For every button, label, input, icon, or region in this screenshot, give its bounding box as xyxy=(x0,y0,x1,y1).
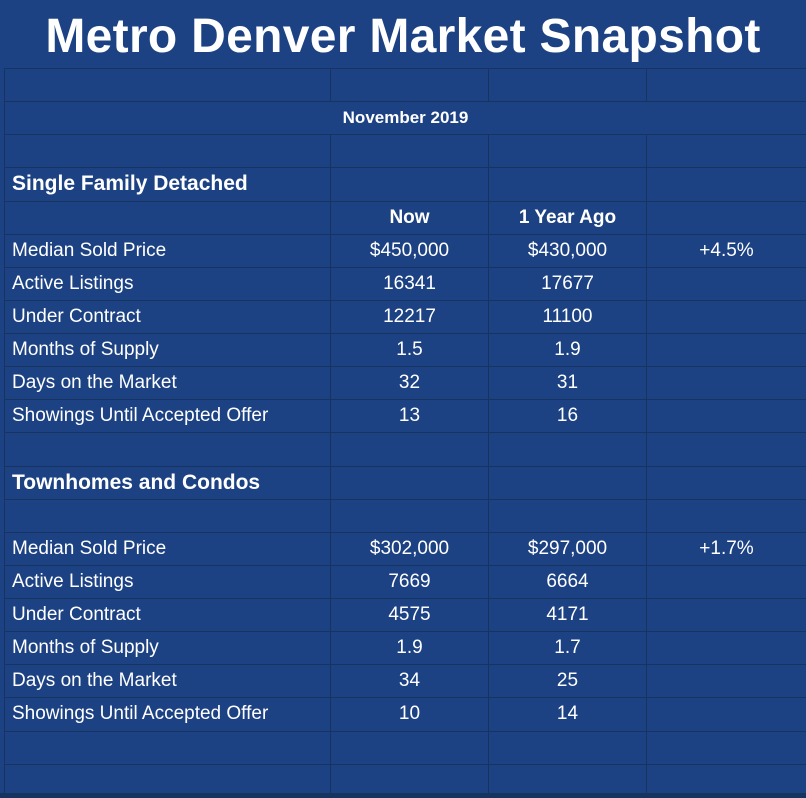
table-row: Days on the Market 34 25 xyxy=(4,664,806,699)
spacer-row xyxy=(4,730,806,765)
table-row: Active Listings 7669 6664 xyxy=(4,564,806,600)
spacer-row xyxy=(4,498,806,533)
section-header-row: Single Family Detached xyxy=(4,167,806,202)
value-now: $302,000 xyxy=(330,531,489,566)
section-title: Single Family Detached xyxy=(4,167,331,202)
bottom-divider xyxy=(0,793,806,798)
value-year-ago: 17677 xyxy=(488,266,647,301)
table-row: Median Sold Price $302,000 $297,000 +1.7… xyxy=(4,531,806,566)
value-now: $450,000 xyxy=(330,233,489,268)
value-year-ago: 25 xyxy=(488,664,647,699)
table-row: Under Contract 4575 4171 xyxy=(4,597,806,633)
value-change xyxy=(646,266,806,301)
value-year-ago: 16 xyxy=(488,399,647,434)
value-change xyxy=(646,564,806,600)
spacer-row xyxy=(4,67,806,103)
value-change xyxy=(646,697,806,732)
row-label: Under Contract xyxy=(4,299,331,335)
value-change: +1.7% xyxy=(646,531,806,566)
value-change xyxy=(646,631,806,666)
column-header-now: Now xyxy=(330,200,489,235)
value-change xyxy=(646,664,806,699)
value-year-ago: 11100 xyxy=(488,299,647,335)
value-now: 16341 xyxy=(330,266,489,301)
value-year-ago: 6664 xyxy=(488,564,647,600)
column-header-year-ago: 1 Year Ago xyxy=(488,200,647,235)
value-year-ago: $297,000 xyxy=(488,531,647,566)
value-year-ago: $430,000 xyxy=(488,233,647,268)
section-title: Townhomes and Condos xyxy=(4,465,331,500)
value-now: 1.5 xyxy=(330,332,489,368)
row-label: Median Sold Price xyxy=(4,531,331,566)
row-label: Active Listings xyxy=(4,564,331,600)
value-year-ago: 4171 xyxy=(488,597,647,633)
value-now: 34 xyxy=(330,664,489,699)
period-label: November 2019 xyxy=(4,101,806,136)
value-change xyxy=(646,332,806,368)
table-row: Showings Until Accepted Offer 10 14 xyxy=(4,697,806,732)
row-label: Showings Until Accepted Offer xyxy=(4,399,331,434)
spacer-row xyxy=(4,134,806,169)
page-title: Metro Denver Market Snapshot xyxy=(45,10,761,63)
table-row: Showings Until Accepted Offer 13 16 xyxy=(4,399,806,434)
period-row: November 2019 xyxy=(4,101,806,136)
value-year-ago: 14 xyxy=(488,697,647,732)
value-now: 10 xyxy=(330,697,489,732)
table-row: Under Contract 12217 11100 xyxy=(4,299,806,335)
value-now: 1.9 xyxy=(330,631,489,666)
row-label: Months of Supply xyxy=(4,332,331,368)
row-label: Days on the Market xyxy=(4,664,331,699)
value-year-ago: 1.9 xyxy=(488,332,647,368)
value-change xyxy=(646,366,806,401)
value-now: 7669 xyxy=(330,564,489,600)
value-year-ago: 1.7 xyxy=(488,631,647,666)
market-snapshot-table: November 2019 Single Family Detached Now… xyxy=(4,67,806,798)
value-change xyxy=(646,299,806,335)
table-row: Months of Supply 1.5 1.9 xyxy=(4,332,806,368)
section-header-row: Townhomes and Condos xyxy=(4,465,806,500)
value-now: 4575 xyxy=(330,597,489,633)
value-change xyxy=(646,597,806,633)
spacer-row xyxy=(4,432,806,467)
table-row: Active Listings 16341 17677 xyxy=(4,266,806,301)
row-label: Showings Until Accepted Offer xyxy=(4,697,331,732)
column-header-row: Now 1 Year Ago xyxy=(4,200,806,235)
value-now: 13 xyxy=(330,399,489,434)
value-year-ago: 31 xyxy=(488,366,647,401)
value-now: 32 xyxy=(330,366,489,401)
row-label: Under Contract xyxy=(4,597,331,633)
value-now: 12217 xyxy=(330,299,489,335)
table-row: Months of Supply 1.9 1.7 xyxy=(4,631,806,666)
row-label: Days on the Market xyxy=(4,366,331,401)
value-change: +4.5% xyxy=(646,233,806,268)
value-change xyxy=(646,399,806,434)
row-label: Median Sold Price xyxy=(4,233,331,268)
table-row: Median Sold Price $450,000 $430,000 +4.5… xyxy=(4,233,806,268)
table-row: Days on the Market 32 31 xyxy=(4,366,806,401)
row-label: Months of Supply xyxy=(4,631,331,666)
row-label: Active Listings xyxy=(4,266,331,301)
